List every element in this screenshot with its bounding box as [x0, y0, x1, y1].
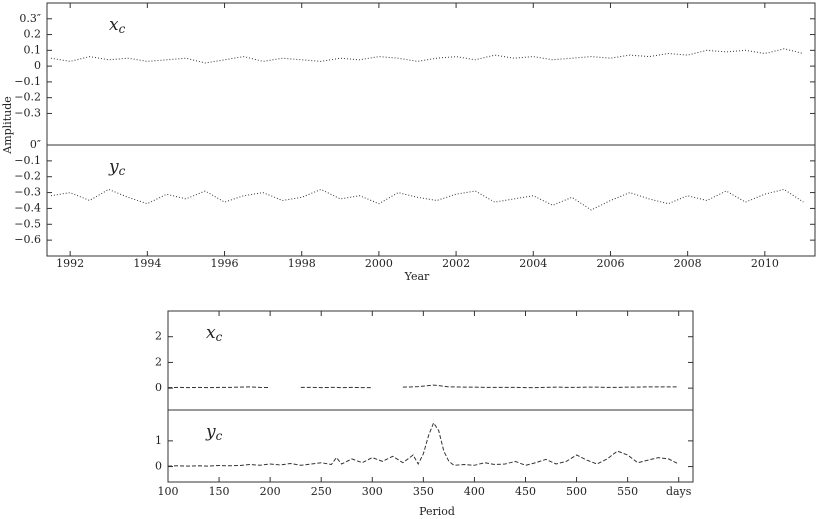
x-axis-label: Period [419, 505, 455, 518]
panel-label: xc [206, 323, 223, 344]
x-tick-label: 350 [413, 485, 434, 498]
y-tick-label: 2 [155, 355, 162, 368]
plot-frame [46, 2, 816, 257]
y-tick-label: 0″ [30, 138, 41, 151]
x-tick-label: 1996 [211, 257, 239, 270]
y-tick-label: 0 [34, 59, 41, 72]
y-tick-label: −0.3 [14, 106, 41, 119]
data-line [167, 421, 679, 467]
y-tick-label: −0.5 [14, 217, 41, 230]
x-tick-label: 2008 [674, 257, 702, 270]
panel-label: yc [205, 422, 223, 443]
x-tick-label: 150 [209, 485, 230, 498]
x-tick-label: 500 [566, 485, 587, 498]
panel-label-subscript: c [119, 22, 126, 36]
panel-label-subscript: c [216, 330, 223, 344]
x-tick-label: days [666, 485, 692, 498]
y-tick-label: −0.6 [14, 233, 41, 246]
data-line [50, 188, 804, 211]
x-tick-label: 2006 [596, 257, 624, 270]
x-tick-label: 300 [362, 485, 383, 498]
x-tick-label: 2010 [751, 257, 779, 270]
y-tick-label: 1 [155, 434, 162, 447]
panel-label-symbol: x [206, 323, 216, 343]
x-tick-label: 2004 [519, 257, 547, 270]
y-tick-label: −0.2 [14, 170, 41, 183]
x-tick-label: 1998 [288, 257, 316, 270]
x-tick-label: 100 [158, 485, 179, 498]
plot-frame [167, 310, 694, 483]
y-axis-label: Amplitude [1, 96, 14, 155]
data-line [50, 48, 804, 64]
x-tick-label: 400 [464, 485, 485, 498]
data-line [167, 384, 679, 389]
panel-label-symbol: y [205, 422, 216, 442]
panel-label-symbol: x [109, 15, 119, 35]
x-tick-label: 1992 [56, 257, 84, 270]
x-axis-label: Year [404, 270, 430, 283]
y-tick-label: −0.4 [14, 201, 41, 214]
panel-label-symbol: y [108, 157, 119, 177]
x-tick-label: 200 [260, 485, 281, 498]
y-tick-label: −0.1 [14, 154, 41, 167]
x-tick-label: 2002 [442, 257, 470, 270]
y-tick-label: −0.1 [14, 75, 41, 88]
panel-label: yc [108, 157, 126, 178]
x-tick-label: 2000 [365, 257, 393, 270]
x-tick-label: 1994 [133, 257, 161, 270]
y-tick-label: 0.3″ [19, 12, 41, 25]
y-tick-label: 2 [155, 330, 162, 343]
panel-label: xc [109, 15, 126, 36]
x-tick-label: 450 [515, 485, 536, 498]
panel-label-subscript: c [216, 429, 223, 443]
x-tick-label: 250 [311, 485, 332, 498]
y-tick-label: 0 [155, 381, 162, 394]
y-tick-label: 0.2 [24, 28, 42, 41]
x-tick-label: 550 [617, 485, 638, 498]
y-tick-label: −0.2 [14, 91, 41, 104]
y-tick-label: 0 [155, 460, 162, 473]
y-tick-label: −0.3 [14, 186, 41, 199]
panel-label-subscript: c [119, 164, 126, 178]
y-tick-label: 0.1 [24, 43, 42, 56]
